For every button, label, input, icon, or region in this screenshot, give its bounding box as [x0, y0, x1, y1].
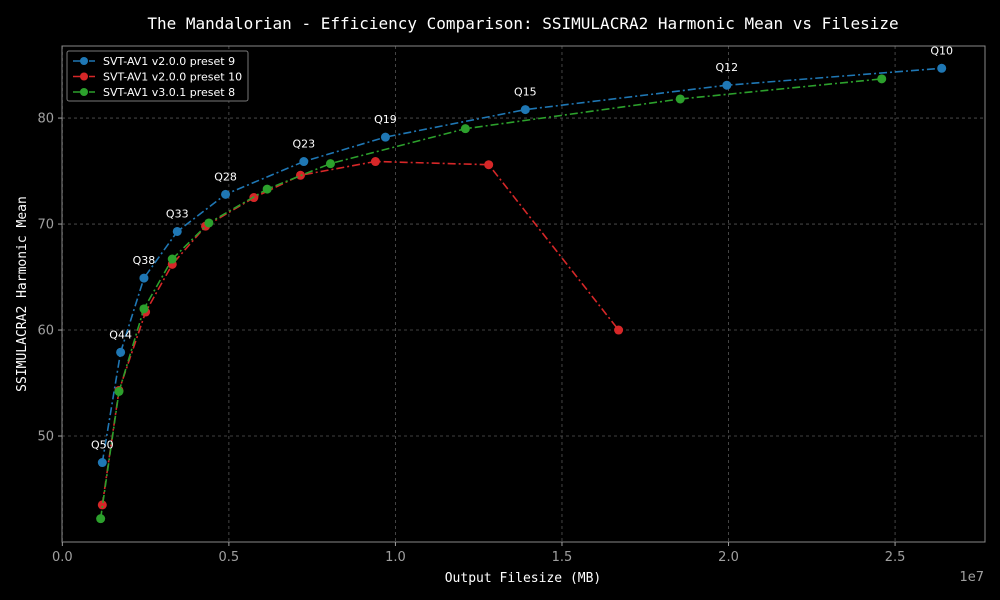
series-1-point — [139, 273, 149, 283]
legend-label-1: SVT-AV1 v2.0.0 preset 9 — [103, 55, 235, 68]
y-tick-label: 80 — [37, 112, 54, 127]
quality-annotation: Q12 — [716, 61, 739, 74]
y-tick-label: 60 — [37, 324, 54, 339]
quality-annotation: Q15 — [514, 86, 537, 99]
quality-annotation: Q28 — [214, 170, 237, 183]
series-3-point — [262, 184, 272, 194]
x-tick-label: 0.5 — [219, 550, 240, 565]
quality-annotations: Q50 Q44 Q38 Q33 Q28 Q23 Q19 Q15 Q12 Q10 — [91, 44, 953, 451]
legend: SVT-AV1 v2.0.0 preset 9 SVT-AV1 v2.0.0 pr… — [66, 50, 249, 102]
x-axis-offset-label: 1e7 — [959, 570, 984, 585]
series-2-point — [370, 157, 380, 167]
x-axis-label: Output Filesize (MB) — [445, 571, 602, 586]
series-line-3 — [99, 78, 882, 519]
series-3-point — [167, 254, 177, 264]
series-1-point — [299, 157, 309, 167]
series-3-point — [877, 74, 887, 84]
series-3-point — [460, 124, 470, 134]
series-line-2 — [101, 160, 620, 506]
legend-label-3: SVT-AV1 v3.0.1 preset 8 — [103, 86, 235, 99]
quality-annotation: Q50 — [91, 439, 114, 452]
series-line-1 — [101, 67, 942, 463]
legend-box — [66, 50, 249, 102]
series-2-point — [484, 160, 494, 170]
series-3-point — [204, 218, 214, 228]
quality-annotation: Q38 — [133, 254, 156, 267]
tick-layer: 0.0 0.5 1.0 1.5 2.0 2.5 50 60 70 80 — [37, 112, 905, 565]
legend-label-2: SVT-AV1 v2.0.0 preset 10 — [103, 71, 242, 84]
series-2-point — [614, 325, 624, 335]
series-1-point — [116, 347, 126, 357]
series-1-point — [520, 105, 530, 115]
series-3-point — [96, 514, 106, 524]
series-2-point — [97, 500, 107, 510]
legend-marker-3 — [80, 88, 88, 96]
series-1-point — [937, 63, 947, 73]
x-tick-label: 0.0 — [52, 550, 73, 565]
quality-annotation: Q19 — [374, 113, 397, 126]
x-tick-label: 1.5 — [552, 550, 573, 565]
series-1-point — [172, 226, 182, 236]
series-1-point — [221, 189, 231, 199]
series-1-point — [722, 80, 732, 90]
plot-area-frame — [61, 45, 986, 543]
series-1-point — [380, 132, 390, 142]
quality-annotation: Q44 — [109, 328, 132, 341]
x-tick-label: 2.5 — [885, 550, 906, 565]
quality-annotation: Q10 — [930, 44, 953, 57]
series-layer — [96, 63, 947, 524]
x-tick-label: 1.0 — [385, 550, 406, 565]
quality-annotation: Q23 — [292, 138, 315, 151]
series-3-point — [675, 94, 685, 104]
x-tick-label: 2.0 — [718, 550, 739, 565]
legend-marker-2 — [80, 72, 88, 81]
series-3-point — [114, 387, 124, 397]
series-1-point — [97, 458, 107, 468]
series-3-point — [139, 304, 149, 314]
y-tick-label: 50 — [37, 430, 54, 445]
y-axis-label: SSIMULACRA2 Harmonic Mean — [15, 196, 30, 392]
legend-marker-1 — [80, 57, 88, 65]
series-3-point — [325, 159, 335, 169]
chart-title: The Mandalorian - Efficiency Comparison:… — [147, 14, 898, 33]
quality-annotation: Q33 — [166, 207, 189, 220]
y-tick-label: 70 — [37, 218, 54, 233]
